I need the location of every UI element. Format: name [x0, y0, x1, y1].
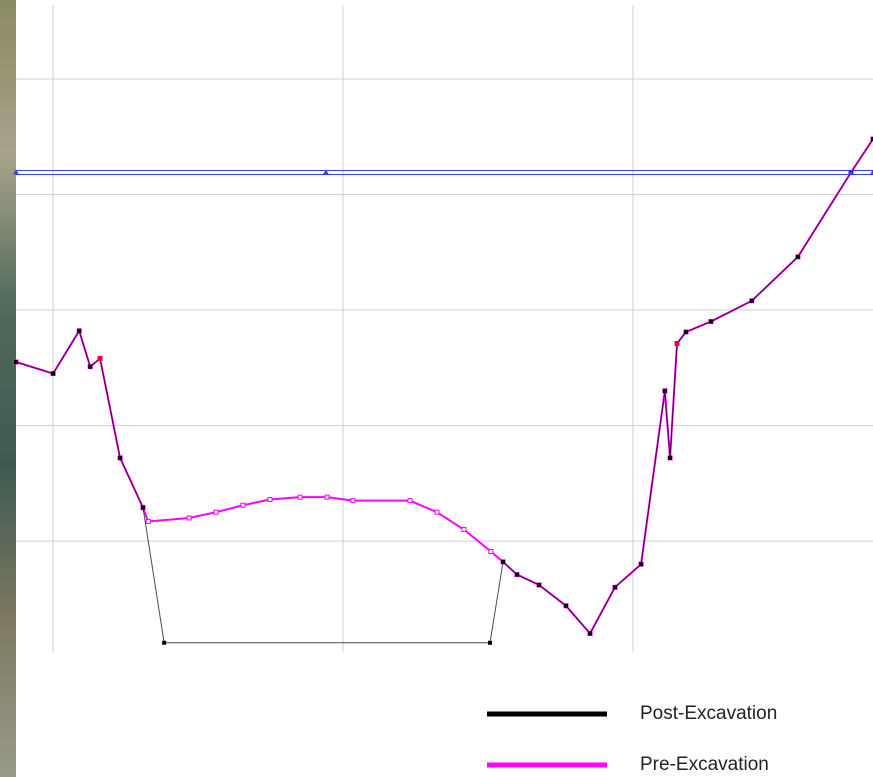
point-marker [267, 496, 273, 502]
point-marker [488, 548, 494, 554]
point-marker [118, 455, 123, 460]
point-marker [297, 494, 303, 500]
point-marker [501, 559, 506, 564]
point-marker [563, 603, 568, 608]
point-marker [240, 502, 246, 508]
point-marker [461, 527, 467, 533]
point-marker [14, 360, 18, 365]
point-marker [639, 562, 644, 567]
point-marker [612, 585, 617, 590]
profile-line [15, 138, 873, 636]
point-marker [684, 329, 689, 334]
point-marker [407, 498, 413, 504]
point-marker [795, 254, 800, 259]
point-marker [97, 356, 103, 362]
point-marker [350, 498, 356, 504]
point-marker [514, 572, 519, 577]
point-marker [668, 455, 673, 460]
legend-label: Post-Excavation [640, 703, 777, 724]
point-marker [324, 494, 330, 500]
profile-line [15, 138, 873, 644]
point-marker [434, 509, 440, 515]
legend-label: Pre-Excavation [640, 754, 769, 775]
point-marker [708, 319, 713, 324]
point-marker [847, 169, 854, 175]
point-marker [871, 137, 873, 142]
point-marker [213, 509, 219, 515]
point-marker [488, 640, 493, 645]
point-marker [51, 371, 56, 376]
aerial-photo-strip [0, 0, 16, 777]
point-marker [88, 364, 93, 369]
point-marker [322, 169, 329, 175]
point-marker [162, 640, 167, 645]
point-marker [140, 505, 145, 510]
point-marker [674, 341, 680, 347]
point-marker [145, 518, 151, 524]
point-marker [537, 582, 542, 587]
point-marker [77, 328, 82, 333]
point-marker [186, 515, 192, 521]
point-marker [588, 631, 593, 636]
point-marker [662, 388, 667, 393]
point-marker [13, 169, 19, 175]
point-marker [749, 298, 754, 303]
point-marker [870, 169, 873, 175]
